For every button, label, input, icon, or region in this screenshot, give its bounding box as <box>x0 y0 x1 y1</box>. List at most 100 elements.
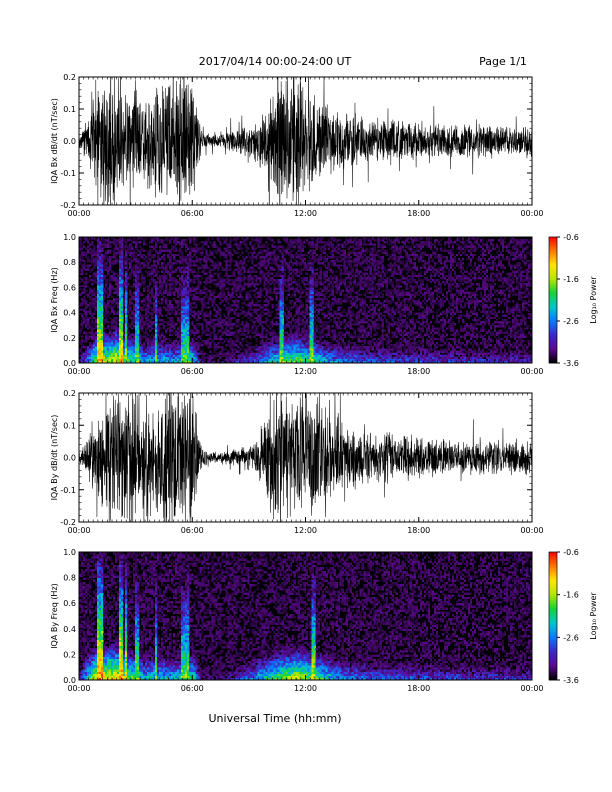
spectrogram-cell <box>195 255 198 259</box>
spectrogram-cell <box>157 331 160 334</box>
spectrogram-cell <box>215 335 218 339</box>
spectrogram-cell <box>121 327 124 330</box>
spectrogram-cell <box>147 308 150 311</box>
spectrogram-cell <box>121 302 124 305</box>
spectrogram-cell <box>275 293 278 297</box>
spectrogram-cell <box>279 329 282 332</box>
spectrogram-cell <box>181 312 184 315</box>
spectrogram-cell <box>171 323 174 326</box>
spectrogram-cell <box>155 335 158 339</box>
spectrogram-cell <box>159 287 162 290</box>
spectrogram-cell <box>135 325 138 328</box>
spectrogram-cell <box>207 297 210 301</box>
spectrogram-cell <box>295 239 298 242</box>
spectrogram-cell <box>265 289 268 292</box>
spectrogram-cell <box>125 266 128 269</box>
spectrogram-cell <box>79 237 82 240</box>
spectrogram-cell <box>167 304 170 307</box>
spectrogram-cell <box>267 304 270 307</box>
spectrogram-cell <box>85 285 88 288</box>
spectrogram-cell <box>181 262 184 265</box>
spectrogram-cell <box>181 300 184 303</box>
spectrogram-cell <box>257 304 260 307</box>
spectrogram-cell <box>245 293 248 297</box>
spectrogram-cell <box>193 310 196 313</box>
spectrogram-cell <box>115 358 118 362</box>
spectrogram-cell <box>81 289 84 292</box>
spectrogram-cell <box>219 346 222 349</box>
spectrogram-cell <box>117 287 120 290</box>
spectrogram-cell <box>279 333 282 336</box>
spectrogram-cell <box>133 318 136 322</box>
spectrogram-cell <box>293 289 296 292</box>
spectrogram-cell <box>179 354 182 357</box>
spectrogram-cell <box>103 354 106 357</box>
spectrogram-cell <box>177 310 180 313</box>
spectrogram-cell <box>269 262 272 265</box>
spectrogram-cell <box>155 327 158 330</box>
spectrogram-cell <box>157 325 160 328</box>
spectrogram-cell <box>295 327 298 330</box>
spectrogram-cell <box>155 245 158 248</box>
spectrogram-cell <box>189 302 192 305</box>
spectrogram-cell <box>133 306 136 309</box>
spectrogram-cell <box>125 308 128 311</box>
spectrogram-cell <box>269 350 272 353</box>
spectrogram-cell <box>255 281 258 284</box>
spectrogram-cell <box>129 258 132 261</box>
spectrogram-cell <box>195 306 198 309</box>
spectrogram-cell <box>87 264 90 267</box>
spectrogram-cell <box>123 342 126 345</box>
spectrogram-cell <box>205 344 208 347</box>
spectrogram-cell <box>143 356 146 360</box>
spectrogram-cell <box>221 281 224 284</box>
spectrogram-cell <box>113 318 116 322</box>
spectrogram-cell <box>205 312 208 315</box>
spectrogram-cell <box>203 287 206 290</box>
spectrogram-cell <box>239 272 242 276</box>
spectrogram-cell <box>85 312 88 315</box>
spectrogram-cell <box>247 276 250 280</box>
spectrogram-cell <box>205 281 208 284</box>
spectrogram-cell <box>89 291 92 294</box>
spectrogram-cell <box>131 270 134 273</box>
spectrogram-cell <box>181 314 184 318</box>
spectrogram-cell <box>235 285 238 288</box>
spectrogram-cell <box>253 264 256 267</box>
spectrogram-cell <box>191 297 194 301</box>
spectrogram-cell <box>107 300 110 303</box>
spectrogram-cell <box>165 314 168 318</box>
spectrogram-cell <box>125 348 128 351</box>
spectrogram-cell <box>191 260 194 263</box>
spectrogram-cell <box>267 342 270 345</box>
spectrogram-cell <box>193 289 196 292</box>
spectrogram-cell <box>277 285 280 288</box>
spectrogram-cell <box>99 251 102 255</box>
spectrogram-cell <box>143 281 146 284</box>
spectrogram-cell <box>247 302 250 305</box>
spectrogram-cell <box>163 344 166 347</box>
spectrogram-cell <box>187 270 190 273</box>
spectrogram-cell <box>117 342 120 345</box>
spectrogram-cell <box>209 279 212 282</box>
spectrogram-cell <box>193 344 196 347</box>
spectrogram-cell <box>125 321 128 324</box>
spectrogram-cell <box>113 255 116 259</box>
spectrogram-cell <box>175 243 178 246</box>
spectrogram-cell <box>247 253 250 257</box>
spectrogram-cell <box>253 316 256 320</box>
spectrogram-cell <box>157 358 160 362</box>
spectrogram-cell <box>105 318 108 322</box>
spectrogram-cell <box>253 283 256 286</box>
spectrogram-cell <box>257 291 260 294</box>
spectrogram-cell <box>239 352 242 355</box>
spectrogram-cell <box>79 348 82 351</box>
spectrogram-cell <box>291 274 294 278</box>
spectrogram-cell <box>143 354 146 357</box>
spectrogram-cell <box>135 312 138 315</box>
spectrogram-cell <box>281 304 284 307</box>
spectrogram-cell <box>281 310 284 313</box>
spectrogram-cell <box>181 289 184 292</box>
spectrogram-cell <box>247 348 250 351</box>
spectrogram-cell <box>173 331 176 334</box>
